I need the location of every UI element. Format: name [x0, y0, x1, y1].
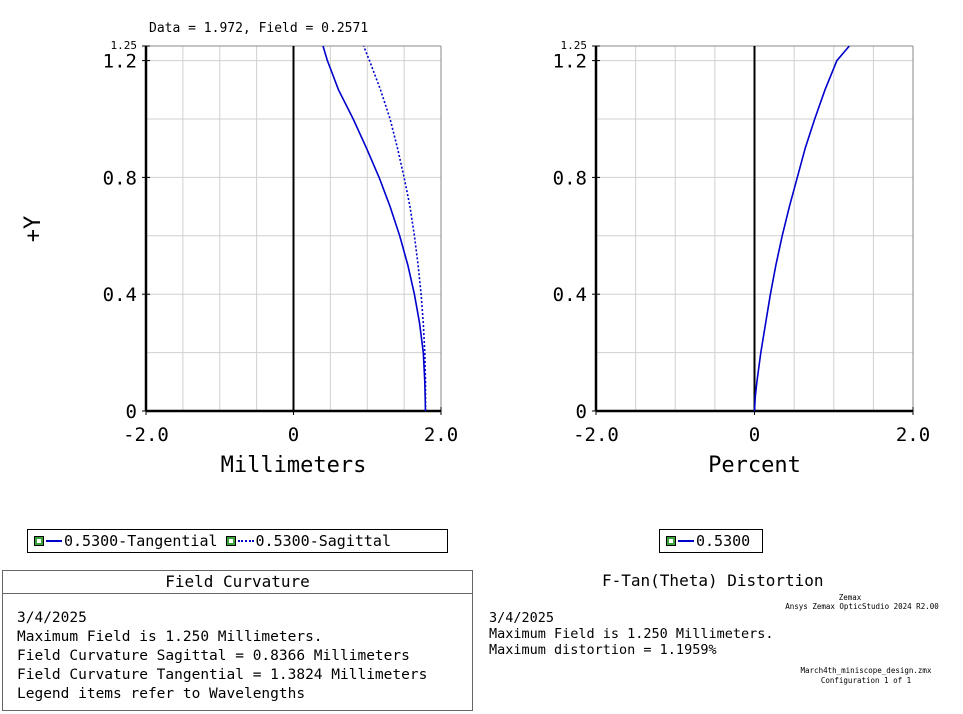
- info-line: Legend items refer to Wavelengths: [17, 686, 306, 702]
- checkbox-icon[interactable]: [225, 536, 236, 546]
- y-tick-label: 1.2: [553, 51, 587, 73]
- x-axis-label: Millimeters: [221, 453, 367, 478]
- y-tick-label: 1.2: [103, 51, 137, 73]
- series-line-0-5300: [753, 45, 850, 412]
- y-tick-label: 0.8: [553, 167, 587, 189]
- x-tick-label: 0: [749, 424, 760, 446]
- legend-label: 0.5300-Tangential: [64, 532, 218, 550]
- y-tick-label: 1.25: [111, 39, 138, 52]
- info-line: Field Curvature Tangential = 1.3824 Mill…: [17, 667, 428, 683]
- checkbox-icon[interactable]: [666, 536, 676, 546]
- y-tick-label: 0.8: [103, 167, 137, 189]
- company-label: Zemax: [838, 593, 862, 602]
- x-tick-label: -2.0: [123, 424, 169, 446]
- checkbox-icon[interactable]: [34, 536, 44, 546]
- y-tick-label: 0: [576, 401, 587, 423]
- x-tick-label: -2.0: [573, 424, 619, 446]
- product-label: Ansys Zemax OpticStudio 2024 R2.00: [785, 602, 939, 611]
- series-line-0-5300-tangential: [322, 45, 427, 412]
- legend-item-tangential[interactable]: 0.5300-Tangential: [34, 532, 218, 550]
- y-axis-label: +Y: [21, 216, 46, 243]
- info-line: Maximum Field is 1.250 Millimeters.: [489, 626, 774, 642]
- y-tick-label: 1.25: [561, 39, 588, 52]
- y-tick-label: 0: [126, 401, 137, 423]
- info-line: Field Curvature Sagittal = 0.8366 Millim…: [17, 648, 410, 664]
- legend-item-wavelength[interactable]: 0.5300: [666, 532, 750, 550]
- distortion-text: 3/4/2025 Maximum Field is 1.250 Millimet…: [489, 610, 773, 658]
- legend-item-sagittal[interactable]: 0.5300-Sagittal: [225, 532, 391, 550]
- dotted-line-swatch: [237, 540, 254, 542]
- panel-title: Field Curvature: [3, 571, 472, 594]
- x-tick-label: 0: [288, 424, 299, 446]
- field-curvature-legend: 0.5300-Tangential 0.5300-Sagittal: [27, 529, 448, 553]
- x-tick-label: 2.0: [424, 424, 458, 446]
- x-tick-label: 2.0: [896, 424, 930, 446]
- distortion-legend: 0.5300: [659, 529, 763, 553]
- series-line-0-5300-sagittal: [362, 45, 427, 411]
- y-tick-label: 0.4: [103, 284, 137, 306]
- date-text: 3/4/2025: [17, 610, 87, 626]
- file-label: March4th_miniscope_design.zmx: [800, 666, 932, 675]
- configuration-label: Configuration 1 of 1: [820, 676, 912, 685]
- cursor-readout: Data = 1.972, Field = 0.2571: [149, 21, 369, 36]
- legend-label: 0.5300: [696, 532, 751, 550]
- x-axis-label: Percent: [708, 453, 801, 478]
- distortion-title: F-Tan(Theta) Distortion: [602, 571, 824, 590]
- date-text: 3/4/2025: [489, 610, 555, 626]
- panel-text: 3/4/2025 Maximum Field is 1.250 Millimet…: [17, 609, 427, 704]
- info-line: Maximum Field is 1.250 Millimeters.: [17, 629, 323, 645]
- info-line: Maximum distortion = 1.1959%: [489, 642, 717, 658]
- solid-line-swatch: [46, 540, 62, 542]
- y-tick-label: 0.4: [553, 284, 587, 306]
- solid-line-swatch: [678, 540, 694, 542]
- field-curvature-info-panel: Field Curvature 3/4/2025 Maximum Field i…: [2, 570, 473, 711]
- legend-label: 0.5300-Sagittal: [255, 532, 391, 550]
